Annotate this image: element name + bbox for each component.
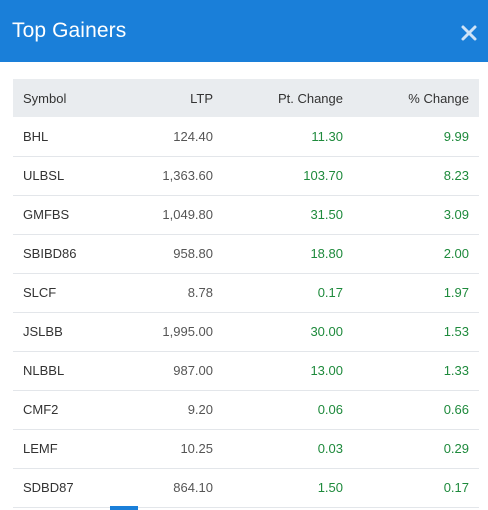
cell-symbol: BHL [23, 128, 49, 144]
cell-pct-change: 0.29 [443, 441, 469, 456]
table-row[interactable]: CMF2 9.20 0.06 0.66 [13, 390, 479, 429]
cell-pt-change: 30.00 [310, 324, 343, 339]
cell-pt-change: 103.70 [303, 168, 343, 183]
gainers-table-container: Symbol LTP Pt. Change % Change BHL 124.4… [13, 79, 479, 508]
close-icon-glyph [461, 25, 477, 41]
table-row[interactable]: BHL 124.40 11.30 9.99 [13, 117, 479, 156]
table-header-row: Symbol LTP Pt. Change % Change [13, 79, 479, 117]
cell-pt-change: 1.50 [317, 480, 343, 495]
cell-ltp: 958.80 [173, 246, 213, 261]
cell-pct-change: 9.99 [443, 128, 469, 144]
table-row[interactable]: SBIBD86 958.80 18.80 2.00 [13, 234, 479, 273]
cell-ltp: 124.40 [173, 128, 213, 144]
cell-ltp: 10.25 [180, 441, 213, 456]
cell-pt-change: 18.80 [310, 246, 343, 261]
cell-ltp: 1,363.60 [162, 168, 213, 183]
cell-ltp: 9.20 [187, 402, 213, 417]
cell-pt-change: 0.06 [317, 402, 343, 417]
cell-symbol: SDBD87 [23, 480, 74, 495]
table-row[interactable]: LEMF 10.25 0.03 0.29 [13, 429, 479, 468]
cell-pt-change: 13.00 [310, 363, 343, 378]
cell-pct-change: 0.66 [443, 402, 469, 417]
cell-pt-change: 31.50 [310, 207, 343, 222]
cell-symbol: NLBBL [23, 363, 65, 378]
cell-symbol: ULBSL [23, 168, 65, 183]
table-row[interactable]: JSLBB 1,995.00 30.00 1.53 [13, 312, 479, 351]
cell-symbol: SLCF [23, 285, 57, 300]
table-row[interactable]: NLBBL 987.00 13.00 1.33 [13, 351, 479, 390]
cell-pt-change: 0.17 [317, 285, 343, 300]
cell-ltp: 864.10 [173, 480, 213, 495]
close-icon[interactable] [458, 22, 480, 44]
column-header-pt-change[interactable]: Pt. Change [277, 90, 343, 106]
cell-pct-change: 2.00 [443, 246, 469, 261]
cell-symbol: SBIBD86 [23, 246, 77, 261]
cell-ltp: 8.78 [187, 285, 213, 300]
cell-pct-change: 1.97 [443, 285, 469, 300]
cell-ltp: 987.00 [173, 363, 213, 378]
cell-pt-change: 11.30 [311, 128, 343, 144]
table-row[interactable]: ULBSL 1,363.60 103.70 8.23 [13, 156, 479, 195]
cell-pct-change: 0.17 [443, 480, 469, 495]
column-header-symbol[interactable]: Symbol [23, 90, 67, 106]
cell-pct-change: 1.33 [443, 363, 469, 378]
cell-pct-change: 8.23 [443, 168, 469, 183]
column-header-ltp[interactable]: LTP [190, 90, 213, 106]
modal-title: Top Gainers [12, 19, 127, 42]
cell-symbol: GMFBS [23, 207, 70, 222]
cell-pt-change: 0.03 [317, 441, 343, 456]
table-row[interactable]: GMFBS 1,049.80 31.50 3.09 [13, 195, 479, 234]
table-row[interactable]: SLCF 8.78 0.17 1.97 [13, 273, 479, 312]
modal-header: Top Gainers [0, 0, 488, 62]
cell-ltp: 1,995.00 [162, 324, 213, 339]
cell-symbol: LEMF [23, 441, 58, 456]
cell-symbol: CMF2 [23, 402, 59, 417]
scroll-indicator[interactable] [110, 506, 138, 510]
column-header-pct-change[interactable]: % Change [408, 90, 469, 106]
cell-ltp: 1,049.80 [162, 207, 213, 222]
cell-pct-change: 3.09 [443, 207, 469, 222]
table-row[interactable]: SDBD87 864.10 1.50 0.17 [13, 468, 479, 507]
gainers-table: Symbol LTP Pt. Change % Change BHL 124.4… [13, 79, 479, 508]
cell-pct-change: 1.53 [443, 324, 469, 339]
cell-symbol: JSLBB [23, 324, 63, 339]
